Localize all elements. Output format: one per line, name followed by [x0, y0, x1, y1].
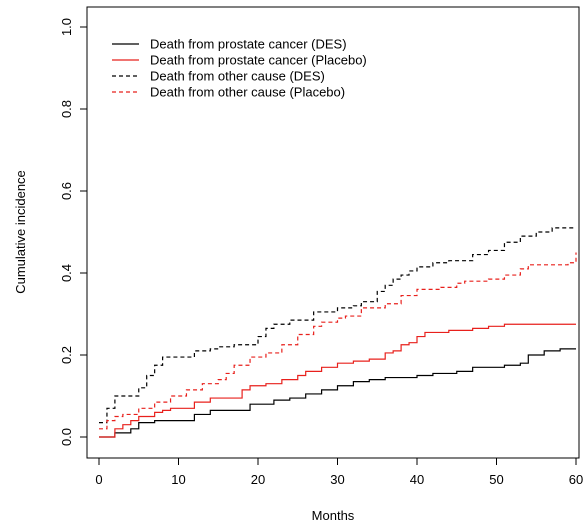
legend-label-3: Death from other cause (Placebo): [150, 85, 345, 100]
x-tick-label: 50: [489, 472, 503, 487]
x-tick-label: 0: [95, 472, 102, 487]
x-tick-label: 30: [330, 472, 344, 487]
y-tick-label: 0.0: [59, 428, 74, 446]
y-tick-label: 1.0: [59, 18, 74, 36]
y-tick-label: 0.2: [59, 346, 74, 364]
x-tick-label: 20: [251, 472, 265, 487]
y-tick-label: 0.6: [59, 182, 74, 200]
series-line-1: [99, 323, 576, 438]
y-axis: 0.0 0.2 0.4 0.6 0.8 1.0: [59, 18, 88, 446]
y-tick-label: 0.8: [59, 100, 74, 118]
series-line-0: [99, 348, 576, 438]
x-axis-title: Months: [312, 508, 355, 523]
legend-label-1: Death from prostate cancer (Placebo): [150, 53, 367, 68]
series-layer: [99, 227, 577, 438]
x-tick-label: 10: [171, 472, 185, 487]
legend-label-2: Death from other cause (DES): [150, 69, 325, 84]
x-axis: 0 10 20 30 40 50 60: [95, 457, 583, 487]
x-tick-label: 60: [569, 472, 583, 487]
series-line-2: [99, 227, 576, 424]
x-tick-label: 40: [410, 472, 424, 487]
series-line-3: [99, 252, 577, 430]
legend-label-0: Death from prostate cancer (DES): [150, 37, 347, 52]
y-axis-title: Cumulative incidence: [13, 170, 28, 294]
y-tick-label: 0.4: [59, 264, 74, 282]
legend: Death from prostate cancer (DES)Death fr…: [112, 37, 367, 100]
